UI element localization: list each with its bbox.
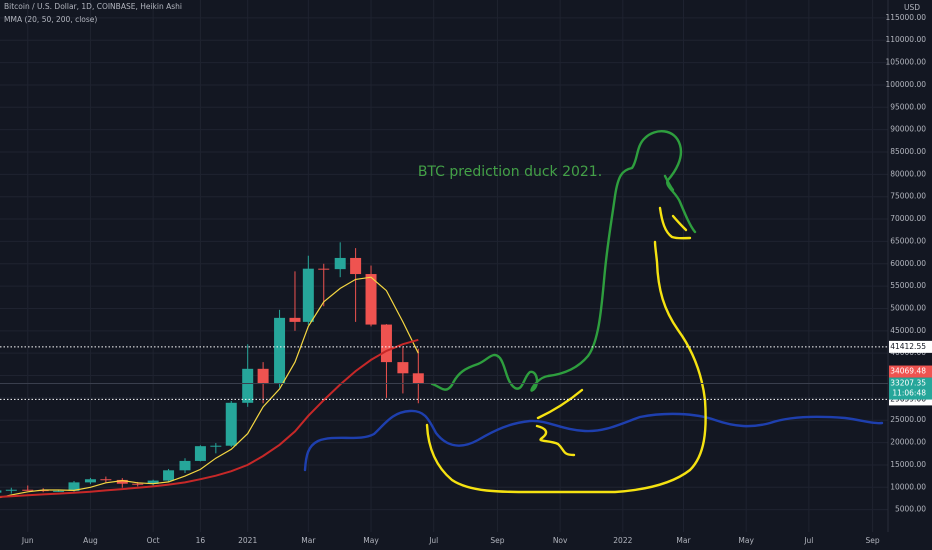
countdown: 11:06:48 (892, 389, 926, 398)
candle-body (84, 479, 96, 483)
y-tick-label: 100000.00 (885, 80, 926, 89)
x-tick-label: Aug (83, 536, 98, 545)
x-tick-label: Nov (553, 536, 568, 545)
price-label-box (889, 365, 932, 378)
moving-average (0, 338, 419, 498)
y-tick-label: 55000.00 (890, 281, 926, 290)
y-tick-label: 15000.00 (890, 460, 926, 469)
x-tick-label: May (363, 536, 379, 545)
green-drawing (663, 174, 675, 192)
x-tick-label: Jul (428, 536, 438, 545)
price-label: 33207.35 (890, 379, 926, 388)
level-label-box (889, 340, 932, 353)
yellow-drawing (536, 388, 584, 420)
y-tick-label: 65000.00 (890, 236, 926, 245)
candle-body (365, 274, 377, 325)
candle-body (179, 460, 191, 471)
y-tick-label: 90000.00 (890, 125, 926, 134)
chart-title: Bitcoin / U.S. Dollar, 1D, COINBASE, Hei… (4, 2, 182, 11)
y-tick-label: 50000.00 (890, 303, 926, 312)
blue-drawing (303, 409, 884, 472)
y-tick-label: 80000.00 (890, 169, 926, 178)
price-label: 34069.48 (890, 367, 926, 376)
y-tick-label: 105000.00 (885, 58, 926, 67)
yellow-drawing (671, 214, 688, 232)
x-tick-label: Jun (21, 536, 34, 545)
candle-body (22, 489, 34, 491)
y-tick-label: 95000.00 (890, 102, 926, 111)
candle-body (100, 479, 112, 481)
currency-label: USD (904, 3, 920, 12)
candle-body (225, 402, 237, 446)
candle-body (302, 268, 314, 322)
yellow-drawing (425, 240, 707, 494)
x-tick-label: 2021 (238, 536, 257, 545)
y-tick-label: 45000.00 (890, 326, 926, 335)
candle-body (68, 482, 80, 491)
candle-body (147, 480, 159, 484)
x-tick-label: 2022 (613, 536, 632, 545)
time-axis-bg (0, 532, 932, 550)
y-tick-label: 70000.00 (890, 214, 926, 223)
y-tick-label: 115000.00 (885, 13, 926, 22)
y-tick-label: 25000.00 (890, 415, 926, 424)
x-tick-label: Sep (866, 536, 880, 545)
price-label-box (889, 377, 932, 400)
candle-body (5, 489, 17, 491)
x-tick-label: May (738, 536, 754, 545)
candle-body (350, 257, 362, 275)
candle-body (289, 317, 301, 322)
level-label: 41412.55 (890, 342, 926, 351)
yellow-drawing (658, 206, 692, 240)
x-tick-label: Sep (490, 536, 504, 545)
x-tick-label: Mar (676, 536, 691, 545)
candle-body (53, 490, 65, 492)
yellow-drawing (535, 424, 576, 457)
y-tick-label: 10000.00 (890, 482, 926, 491)
y-tick-label: 5000.00 (895, 505, 926, 514)
candle-body (163, 470, 175, 481)
drawings (303, 130, 884, 494)
x-tick-label: Mar (301, 536, 316, 545)
candle-body (210, 445, 222, 447)
candle-body (116, 479, 128, 484)
candle-body (0, 490, 2, 493)
candle-body (334, 257, 346, 270)
y-tick-label: 75000.00 (890, 192, 926, 201)
indicator-legend: MMA (20, 50, 200, close) (4, 15, 97, 24)
candle-body (380, 324, 392, 363)
x-tick-label: Jul (803, 536, 813, 545)
y-tick-label: 60000.00 (890, 259, 926, 268)
candle-body (257, 368, 269, 385)
price-axis-bg (888, 0, 932, 550)
candle-body (242, 368, 254, 403)
candle-body (132, 483, 144, 485)
annotation: BTC prediction duck 2021. (418, 164, 602, 180)
y-tick-label: 85000.00 (890, 147, 926, 156)
candle-body (412, 373, 424, 384)
x-tick-label: Oct (147, 536, 160, 545)
candle-body (318, 268, 330, 270)
candle-body (194, 446, 206, 461)
green-drawing (430, 130, 697, 392)
plot-area (0, 242, 424, 499)
grid (0, 0, 888, 532)
y-tick-label: 20000.00 (890, 438, 926, 447)
x-tick-label: 16 (196, 536, 206, 545)
candle-body (397, 362, 409, 374)
moving-average (0, 276, 419, 499)
candle-body (274, 317, 286, 385)
y-tick-label: 110000.00 (885, 35, 926, 44)
